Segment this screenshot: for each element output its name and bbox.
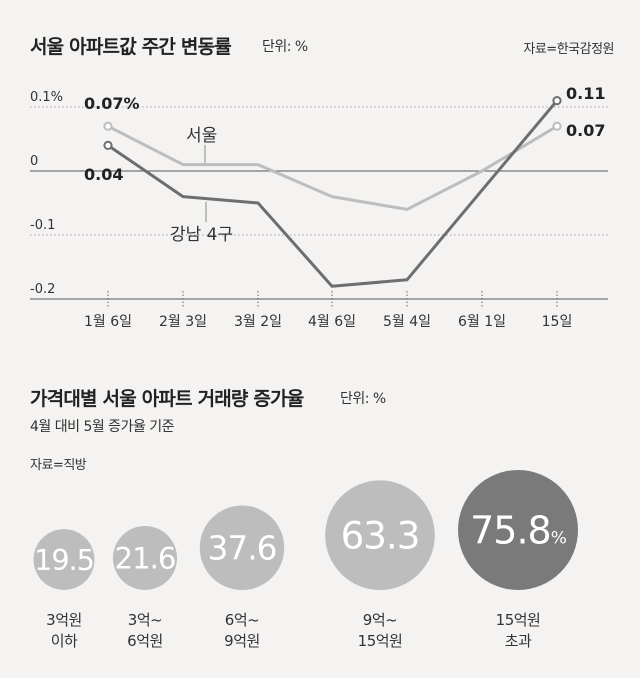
x-tick-label: 4월 6일 [308,314,356,330]
bubble [112,525,178,591]
bubble-value: 21.6 [114,541,175,575]
line-chart: 0.1% 0 -0.1 -0.2 1월 6일 2월 3일 3월 2일 4월 6일 5월 4일 6월… [30,84,608,330]
x-tick-label: 1월 6일 [84,314,132,330]
bubble-value: 19.5 [34,543,94,577]
bubble-category-line: 3억원 [46,611,82,629]
x-tick-label: 5월 4일 [383,314,431,330]
bubble-chart-source: 자료=직방 [30,458,87,473]
x-tick-label: 15일 [542,314,573,330]
bubble-chart-unit: 단위: % [340,391,386,407]
series-line-seoul [107,124,558,211]
bubble-category-line: 15억원 [357,632,403,650]
series-name-label: 서울 [186,126,217,146]
y-tick-label: 0 [30,154,38,169]
series-marker [103,140,113,150]
data-label: 0.07% [84,94,140,113]
bubble [458,470,578,590]
bubble [33,529,95,590]
bubble-category-line: 이하 [50,632,78,650]
bubble-category-line: 3억~ [127,611,163,629]
bubble-category-line: 9억~ [362,611,398,629]
data-label: 0.04 [84,165,123,184]
bubble-value: 37.6 [208,530,277,568]
data-label: 0.11 [566,84,605,103]
bubble-chart-subtitle: 4월 대비 5월 증가율 기준 [30,419,175,435]
bubble-category-line: 15억원 [495,611,541,629]
bubble-category-line: 6억원 [127,632,163,650]
line-chart-source: 자료=한국감정원 [523,42,614,57]
bubble-value: 63.3 [341,514,420,558]
x-tick-label: 6월 1일 [458,314,506,330]
line-chart-unit: 단위: % [262,39,308,55]
y-tick-label: 0.1% [30,90,63,105]
bubble-category-label: 6억~ 9억원 [192,610,292,652]
y-tick-label: -0.2 [30,282,55,297]
bubble-category-line: 9억원 [224,632,260,650]
series-line-gangnam [107,99,559,288]
line-chart-title: 서울 아파트값 주간 변동률 [30,36,232,58]
y-tick-label: -0.1 [30,218,55,233]
series-name-label: 강남 4구 [170,225,233,245]
bubble [325,480,435,590]
bubble [199,505,285,590]
bubble-category-label: 3억~ 6억원 [95,610,195,652]
x-tick-label: 3월 2일 [234,314,282,330]
series-marker [552,121,562,131]
bubble-value-unit: % [551,529,567,549]
bubble-category-line: 6억~ [224,611,260,629]
bubble-category-line: 초과 [504,632,532,650]
data-label: 0.07 [566,121,605,140]
bubble-category-label: 9억~ 15억원 [330,610,430,652]
bubble-chart-title: 가격대별 서울 아파트 거래량 증가율 [30,388,304,410]
x-tick-label: 2월 3일 [159,314,207,330]
series-marker [552,96,562,106]
bubble-value: 75.8% [470,509,567,553]
series-marker [103,121,113,131]
